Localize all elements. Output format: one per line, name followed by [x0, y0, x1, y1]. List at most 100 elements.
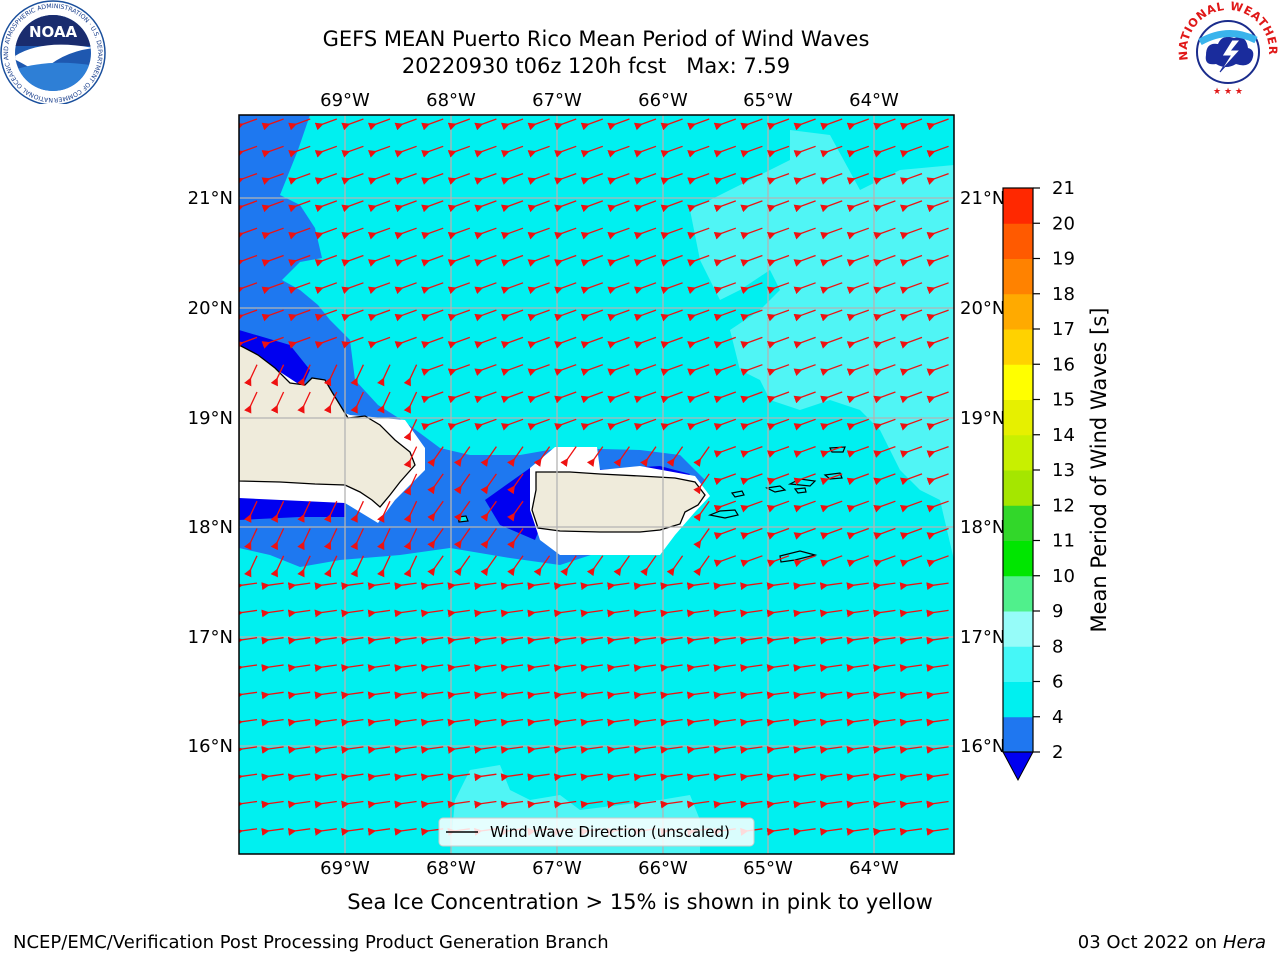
wave-direction-arrow — [553, 636, 577, 645]
wave-direction-arrow — [261, 254, 284, 267]
wave-direction-arrow — [394, 664, 417, 673]
wave-direction-arrow — [447, 309, 471, 322]
wave-direction-arrow — [323, 500, 338, 523]
wave-direction-arrow — [350, 528, 364, 551]
wave-direction-arrow — [666, 446, 684, 467]
lon-label-top: 69°W — [320, 90, 370, 111]
wave-direction-arrow — [846, 773, 869, 782]
wave-direction-arrow — [766, 555, 790, 568]
wave-direction-arrow — [447, 254, 471, 267]
colorbar-segments — [1003, 188, 1033, 753]
wave-direction-arrow — [640, 555, 657, 577]
wave-direction-arrow — [421, 364, 444, 376]
lon-label-top: 68°W — [426, 90, 476, 111]
colorbar-tick-label: 8 — [1052, 636, 1063, 657]
wave-direction-arrow — [341, 718, 364, 727]
wave-direction-arrow — [846, 527, 870, 540]
wave-direction-arrow — [554, 227, 577, 240]
wave-direction-arrow — [926, 555, 949, 568]
wave-direction-arrow — [474, 309, 497, 322]
wave-direction-arrow — [926, 282, 949, 295]
wave-direction-arrow — [899, 746, 923, 754]
wave-direction-arrow — [793, 636, 816, 645]
wave-direction-arrow — [820, 391, 843, 404]
wave-direction-arrow — [244, 555, 258, 578]
wave-direction-arrow — [500, 309, 524, 322]
wave-direction-arrow — [580, 200, 604, 213]
wave-direction-arrow — [580, 145, 604, 158]
wave-direction-arrow — [394, 609, 417, 618]
wave-direction-arrow — [740, 364, 763, 376]
wave-direction-arrow — [394, 282, 417, 295]
lon-label-top: 66°W — [638, 90, 688, 111]
wave-direction-arrow — [270, 391, 285, 414]
wave-direction-arrow — [341, 609, 364, 618]
wave-direction-arrow — [633, 391, 657, 404]
wave-direction-arrow — [341, 800, 364, 809]
wave-direction-arrow — [367, 336, 391, 349]
colorbar-segment — [1003, 188, 1033, 224]
wave-direction-arrow — [394, 309, 417, 322]
wave-direction-arrow — [766, 200, 790, 213]
wave-direction-arrow — [846, 473, 870, 486]
wave-direction-arrow — [453, 555, 471, 577]
wave-direction-arrow — [314, 609, 337, 618]
wave-direction-arrow — [239, 227, 258, 240]
wave-direction-arrow — [288, 172, 311, 185]
wave-direction-arrow — [607, 718, 630, 727]
wave-direction-arrow — [553, 800, 577, 809]
wave-direction-arrow — [633, 254, 657, 267]
wave-direction-arrow — [926, 827, 949, 836]
wave-direction-arrow — [554, 309, 577, 322]
wave-direction-arrow — [899, 582, 923, 591]
wave-direction-arrow — [527, 364, 550, 376]
legend-label: Wind Wave Direction (unscaled) — [490, 823, 730, 841]
wave-direction-arrow — [261, 200, 284, 213]
lat-label-left: 17°N — [188, 627, 233, 648]
wave-direction-arrow — [580, 664, 603, 673]
wave-direction-arrow — [403, 391, 418, 414]
wave-direction-arrow — [660, 718, 683, 727]
wave-direction-arrow — [394, 227, 417, 240]
wave-direction-arrow — [740, 664, 763, 673]
wave-direction-arrow — [819, 773, 843, 782]
wave-direction-arrow — [341, 746, 364, 754]
wave-direction-arrow — [687, 200, 710, 213]
wave-direction-arrow — [607, 746, 630, 754]
wave-direction-arrow — [527, 718, 550, 727]
wave-direction-arrow — [713, 746, 736, 754]
wave-direction-arrow — [447, 773, 470, 782]
wave-direction-arrow — [873, 172, 896, 185]
wave-direction-arrow — [474, 227, 497, 240]
wave-direction-arrow — [261, 145, 284, 158]
wave-direction-arrow — [873, 746, 896, 754]
wave-direction-arrow — [766, 282, 790, 295]
wave-direction-arrow — [607, 391, 630, 404]
wave-direction-arrow — [474, 282, 497, 295]
wave-direction-arrow — [341, 118, 364, 131]
wave-direction-arrow — [660, 582, 683, 591]
wave-direction-arrow — [586, 555, 604, 577]
wave-direction-arrow — [607, 118, 630, 131]
wave-direction-arrow — [261, 800, 284, 809]
wave-direction-arrow — [580, 691, 603, 700]
wave-direction-arrow — [633, 282, 657, 295]
wave-direction-arrow — [427, 446, 444, 467]
wave-direction-arrow — [350, 391, 364, 414]
wave-direction-arrow — [527, 118, 550, 131]
wave-direction-arrow — [288, 336, 311, 349]
wave-direction-arrow — [453, 446, 471, 467]
wave-direction-arrow — [297, 528, 311, 551]
wave-direction-arrow — [793, 555, 816, 568]
wave-direction-arrow — [899, 418, 923, 431]
wave-direction-arrow — [766, 391, 790, 404]
wave-direction-arrow — [367, 773, 391, 782]
wave-direction-arrow — [873, 282, 896, 295]
wave-direction-arrow — [288, 118, 311, 131]
wave-direction-arrow — [873, 418, 896, 431]
wave-direction-arrow — [766, 473, 790, 486]
wave-direction-arrow — [766, 527, 790, 540]
wave-direction-arrow — [239, 718, 258, 727]
caption: Sea Ice Concentration > 15% is shown in … — [347, 890, 933, 914]
wave-direction-arrow — [873, 609, 896, 618]
